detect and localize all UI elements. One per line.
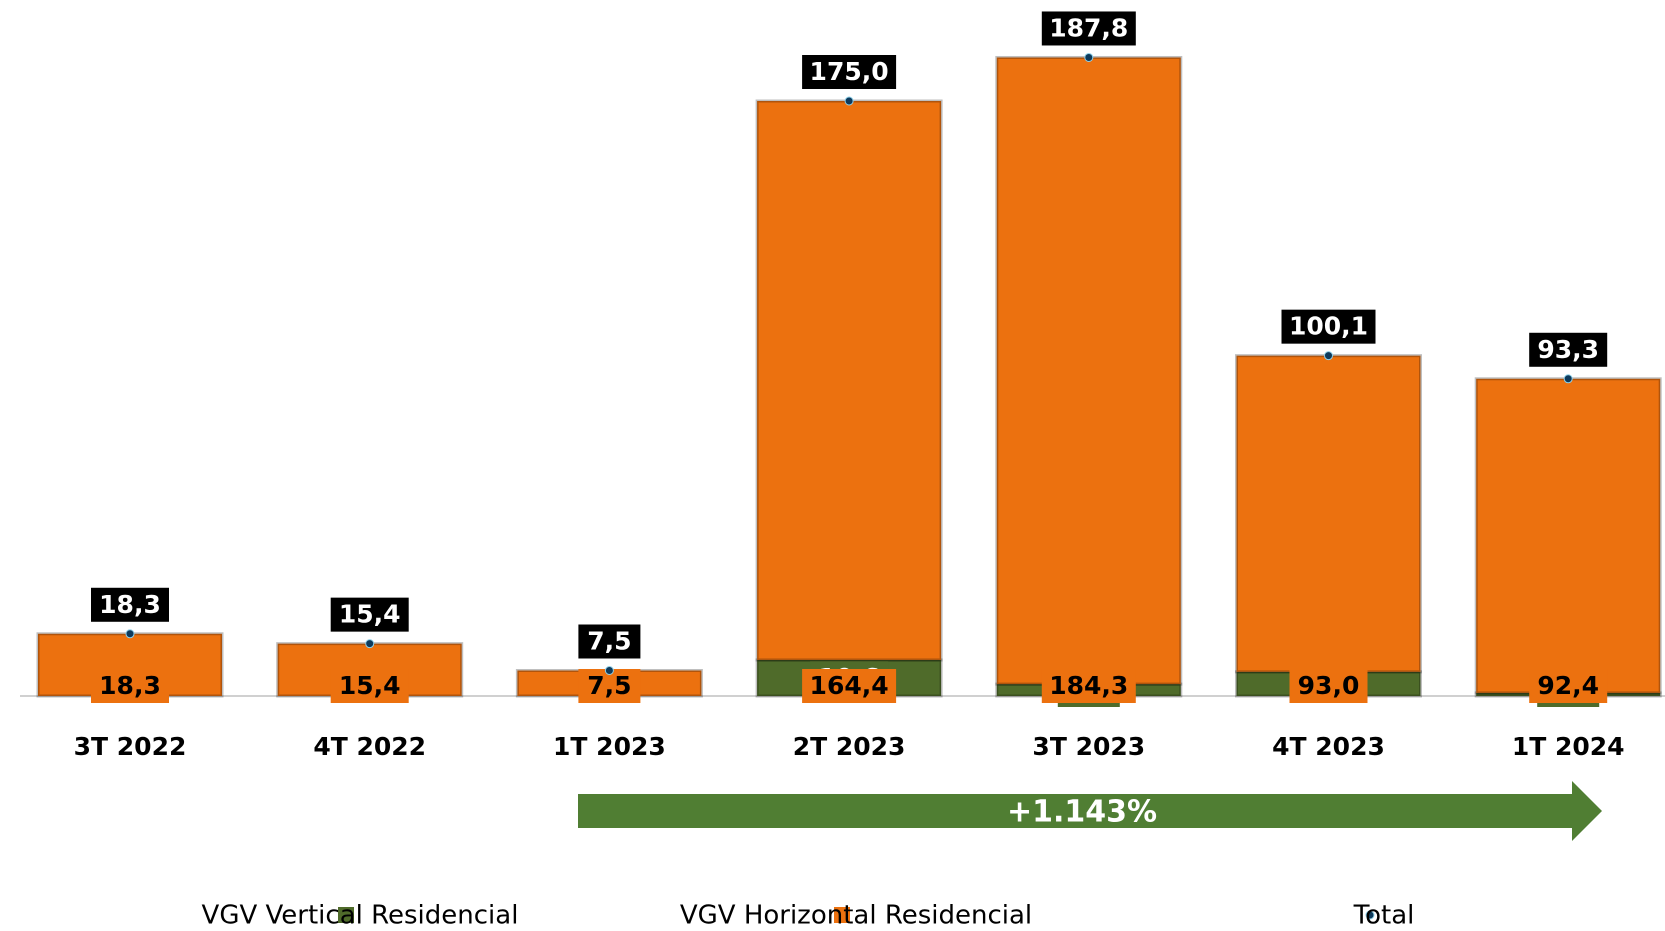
total-dot xyxy=(125,629,135,639)
label-box xyxy=(1041,11,1136,46)
legend-label: VGV Vertical Residencial xyxy=(202,901,519,931)
label-box xyxy=(1529,332,1608,367)
data-label: 7,5 xyxy=(587,627,631,656)
label-box xyxy=(91,587,169,622)
total-dot xyxy=(1324,351,1333,361)
data-label: 93,0 xyxy=(1298,671,1360,700)
data-label: 100,1 xyxy=(1289,312,1368,341)
label-box xyxy=(578,624,641,659)
data-label: 18,3 xyxy=(99,590,161,619)
bar-segment xyxy=(1474,377,1662,695)
data-label: 187,8 xyxy=(1049,13,1128,42)
label-box xyxy=(802,55,897,89)
data-label: 184,3 xyxy=(1049,671,1128,700)
x-tick-label: 2T 2023 xyxy=(793,732,906,761)
label-box xyxy=(330,597,409,632)
legend-swatch xyxy=(834,907,850,923)
data-label: 93,3 xyxy=(1537,335,1599,364)
label-box xyxy=(1289,669,1368,703)
legend-swatch xyxy=(1365,910,1375,920)
x-tick-label: 1T 2024 xyxy=(1512,732,1625,761)
legend-label: VGV Horizontal Residencial xyxy=(680,901,1032,931)
label-box xyxy=(91,669,169,703)
data-label: 92,4 xyxy=(1537,671,1599,700)
data-label: 164,4 xyxy=(810,671,889,700)
x-tick-label: 4T 2023 xyxy=(1272,732,1385,761)
data-label: 175,0 xyxy=(810,57,889,86)
bar-segment xyxy=(1235,354,1422,674)
data-label: 18,3 xyxy=(99,671,161,700)
total-dot xyxy=(1563,374,1573,384)
total-dot xyxy=(1084,52,1094,62)
label-box xyxy=(802,669,897,703)
bar-segment xyxy=(755,99,943,662)
data-label: 15,4 xyxy=(339,671,401,700)
total-dot xyxy=(844,96,854,106)
bar-segment xyxy=(995,55,1183,686)
label-box xyxy=(1281,309,1376,344)
x-tick-label: 4T 2022 xyxy=(313,732,426,761)
annotation: +1.143% xyxy=(1007,795,1157,830)
label-box xyxy=(330,669,409,703)
total-dot xyxy=(604,666,614,675)
x-tick-label: 3T 2023 xyxy=(1032,732,1145,761)
label-box xyxy=(1041,669,1136,703)
total-dot xyxy=(365,639,375,649)
data-label: 7,5 xyxy=(587,671,631,700)
x-tick-label: 3T 2022 xyxy=(74,732,187,761)
data-label: 15,4 xyxy=(339,600,401,629)
legend-swatch xyxy=(338,907,354,923)
x-tick-label: 1T 2023 xyxy=(553,732,666,761)
legend-label: Total xyxy=(1353,901,1415,931)
growth-arrow xyxy=(578,781,1602,841)
label-box xyxy=(1529,669,1608,703)
